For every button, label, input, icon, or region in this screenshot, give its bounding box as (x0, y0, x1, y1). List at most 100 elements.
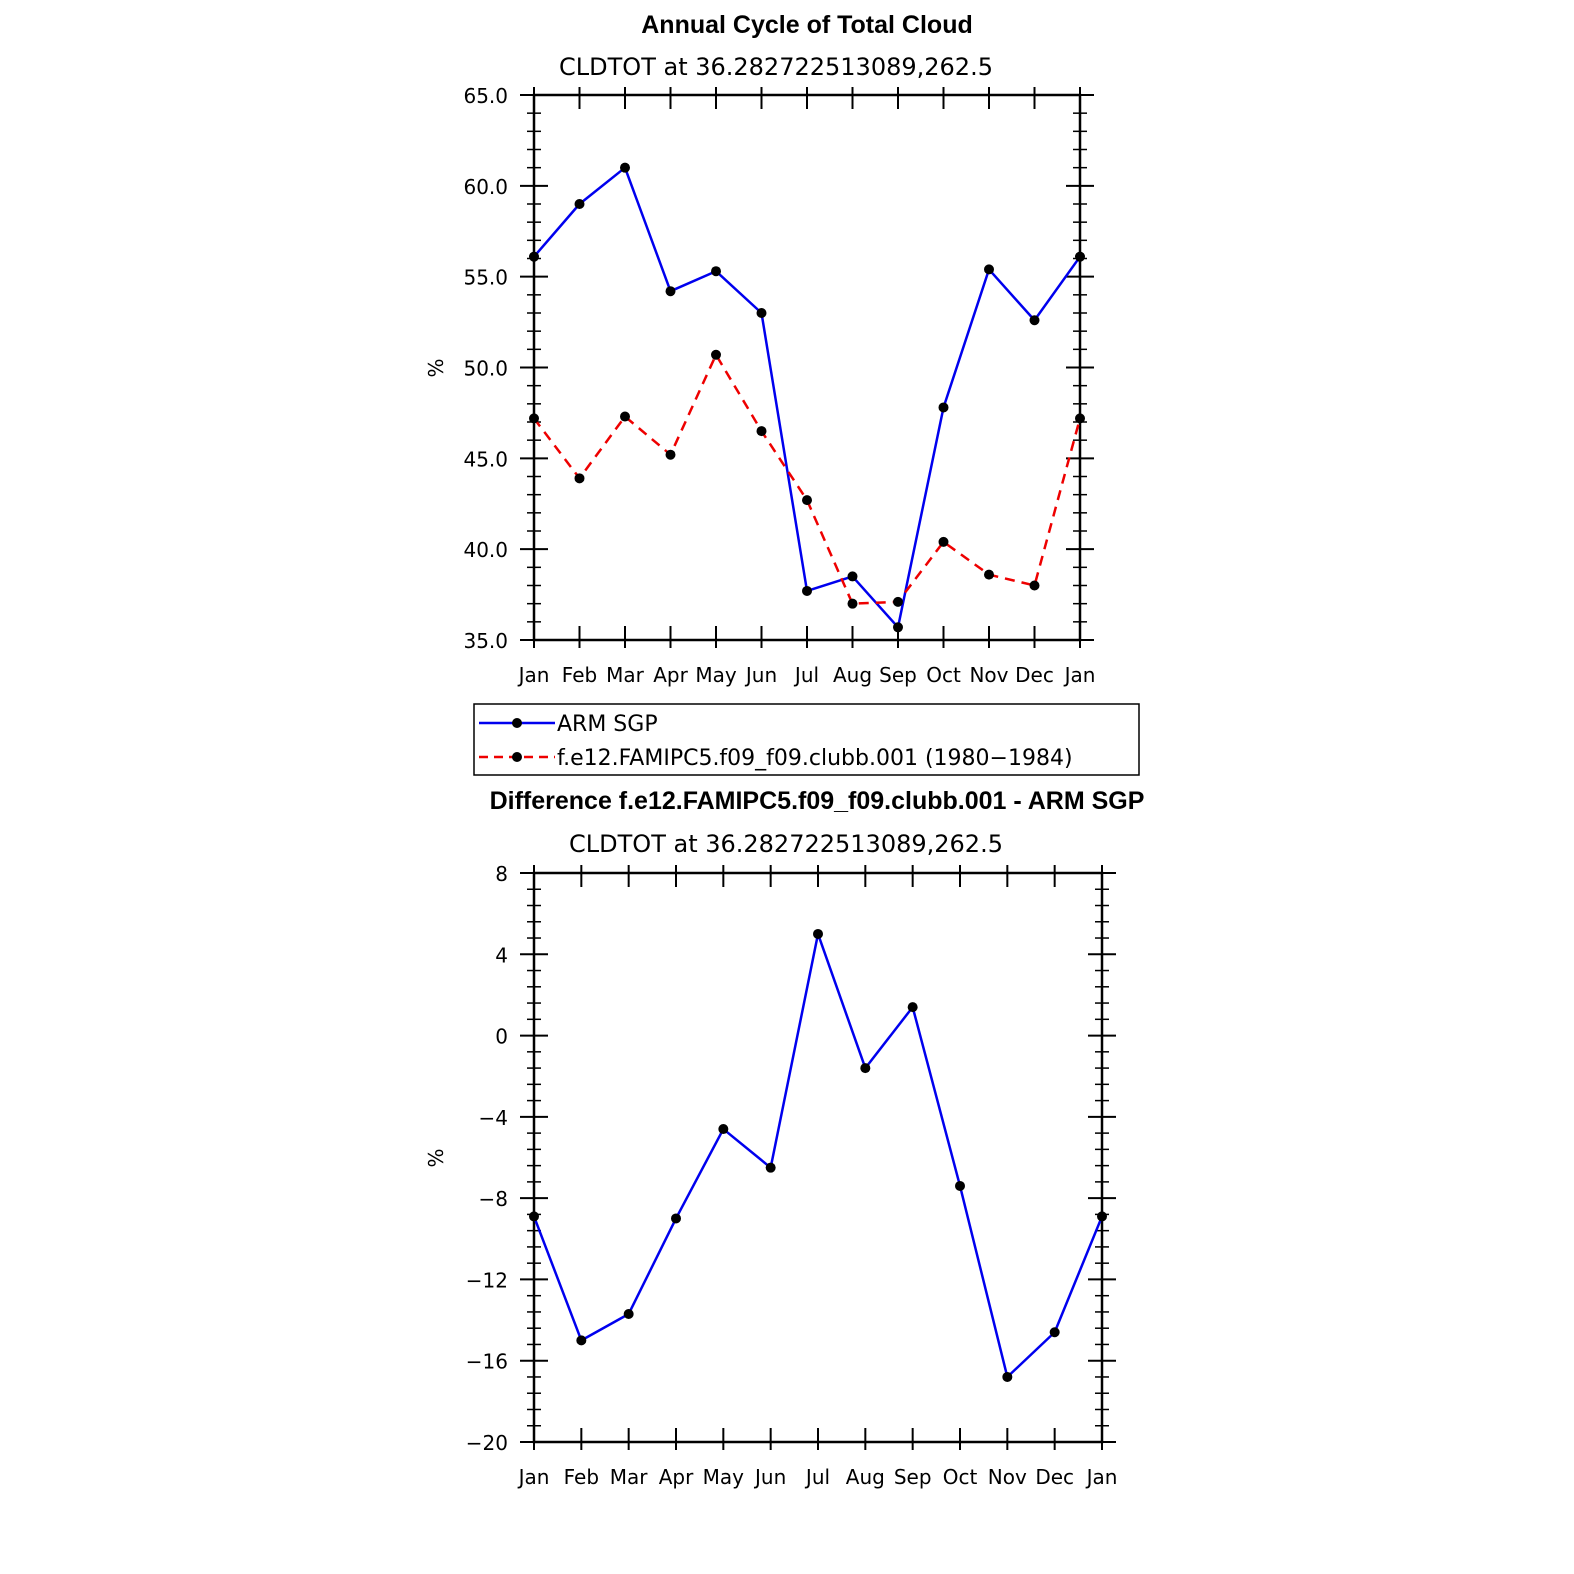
chart1-frame (532, 93, 1082, 642)
legend-marker-model (512, 752, 522, 762)
chart2-xtick-label: Jun (753, 1465, 786, 1489)
chart2-series-0-point (529, 1211, 539, 1222)
chart2-xtick-label: Dec (1035, 1465, 1074, 1489)
chart1-ytick-label: 45.0 (463, 447, 508, 471)
chart1-xtick-label: Sep (879, 663, 917, 687)
chart2-series-0-point (1002, 1371, 1013, 1382)
chart1-series-0-point (711, 266, 721, 277)
chart1-ytick-label: 35.0 (463, 629, 508, 653)
chart2-xtick-label: Mar (610, 1465, 649, 1489)
chart1-series-1-point (984, 569, 994, 580)
chart2-series-0-point (907, 1002, 918, 1013)
legend-label-arm: ARM SGP (557, 712, 658, 737)
chart2-series-0-point (1097, 1211, 1107, 1222)
legend-marker-arm (512, 718, 522, 728)
chart2-xtick-label: Jan (517, 1465, 550, 1489)
chart2-ytick-label: −8 (479, 1187, 508, 1211)
chart1-xtick-label: Nov (969, 663, 1008, 687)
chart2-series-0-point (671, 1213, 681, 1224)
chart1-series-0-point (984, 264, 994, 275)
chart1-series-1-point (574, 473, 585, 484)
chart1-xtick-label: Oct (926, 663, 961, 687)
chart1-series-0-point (1029, 315, 1040, 326)
chart2-xtick-label: Nov (988, 1465, 1027, 1489)
chart1-series-0-point (756, 308, 767, 318)
chart2-frame (532, 871, 1104, 1444)
chart2-xtick-label: Jul (804, 1465, 830, 1489)
chart2-ytick-label: 4 (495, 943, 508, 967)
chart1-series-0-point (574, 199, 585, 209)
chart1-series-1-point (1075, 413, 1085, 424)
chart2-ytick-label: −4 (479, 1106, 508, 1130)
legend-label-model: f.e12.FAMIPC5.f09_f09.clubb.001 (1980−19… (557, 746, 1073, 771)
chart1-series-0-point (938, 402, 949, 413)
chart1-series-0-point (847, 571, 858, 582)
chart1-series-1-point (756, 426, 767, 437)
chart2-series-0-point (576, 1335, 587, 1346)
chart1-ytick-label: 60.0 (463, 175, 508, 199)
chart1-series-0-point (529, 251, 539, 262)
chart1-series-0-point (802, 585, 812, 596)
chart2-ytick-label: 8 (495, 862, 508, 886)
chart1-xtick-label: Jan (517, 663, 550, 687)
chart1-series-0-line (533, 166, 1082, 629)
chart1-xtick-label: Mar (606, 663, 645, 687)
chart1-subtitle: CLDTOT at 36.282722513089,262.5 (559, 53, 993, 81)
chart1-legend: ARM SGP f.e12.FAMIPC5.f09_f09.clubb.001 … (473, 703, 1140, 776)
chart1-xtick-label: Apr (653, 663, 688, 687)
legend-box (473, 703, 1140, 776)
chart2-xtick-label: Apr (659, 1465, 694, 1489)
chart2-series-0-point (1049, 1327, 1060, 1338)
chart1-series-1-point (711, 349, 721, 360)
chart1-xtick-label: Feb (562, 663, 597, 687)
chart1-series-1-point (665, 449, 676, 460)
chart2-xtick-label: Feb (564, 1465, 599, 1489)
chart1-series-1-point (893, 596, 903, 607)
chart2-ytick-label: −12 (466, 1268, 508, 1292)
chart2-xtick-label: Jan (1085, 1465, 1118, 1489)
chart1-series-1-point (802, 495, 812, 506)
chart2-series-0-point (623, 1308, 634, 1319)
chart1-series-1-point (938, 536, 949, 547)
chart1-xtick-label: Dec (1015, 663, 1054, 687)
chart2-xtick-label: May (703, 1465, 745, 1489)
chart2-xtick-label: Aug (846, 1465, 885, 1489)
chart2-series-0-line (532, 932, 1104, 1379)
chart2-xtick-label: Sep (894, 1465, 932, 1489)
chart1-series-0-point (893, 622, 903, 633)
chart1-ytick-label: 55.0 (463, 266, 508, 290)
chart1-series-1-point (529, 413, 539, 424)
chart1-xtick-label: Jun (744, 663, 777, 687)
chart1-series-0-point (1075, 251, 1085, 262)
chart2-ytick-label: −16 (466, 1350, 508, 1374)
chart1-xtick-label: Jan (1063, 663, 1096, 687)
chart1-title: Annual Cycle of Total Cloud (641, 11, 972, 39)
chart2-ytick-label: 0 (495, 1025, 508, 1049)
chart1-ytick-label: 40.0 (463, 538, 508, 562)
chart2-xtick-label: Oct (943, 1465, 978, 1489)
chart2-series-0-point (813, 928, 823, 939)
chart1-series-1-point (1029, 580, 1040, 591)
chart2-title: Difference f.e12.FAMIPC5.f09_f09.clubb.0… (490, 787, 1145, 815)
chart1-series-0-point (620, 162, 630, 173)
chart1-ylabel: % (424, 358, 448, 377)
chart1-xtick-label: May (695, 663, 737, 687)
chart2-subtitle: CLDTOT at 36.282722513089,262.5 (569, 830, 1003, 858)
chart1-xtick-label: Jul (793, 663, 819, 687)
chart1-series-0-point (665, 286, 676, 297)
chart1-series-1-line (533, 353, 1082, 605)
chart1-series-1-point (620, 411, 630, 422)
chart1-plot: Jan Feb Mar Apr May Jun Jul Aug Sep Oct Nov Dec Jan 3… (463, 84, 1095, 687)
chart2-series-0-point (860, 1063, 871, 1074)
chart2-series-0-point (955, 1180, 965, 1191)
chart1-series-1-point (847, 598, 858, 609)
chart1-ytick-label: 65.0 (463, 84, 508, 108)
chart2-series-0-point (718, 1124, 729, 1135)
chart1-ytick-label: 50.0 (463, 357, 508, 381)
chart2-ylabel: % (424, 1148, 448, 1167)
chart2-ytick-label: −20 (466, 1431, 508, 1455)
chart2-series-0-point (765, 1162, 776, 1173)
chart2-plot: Jan Feb Mar Apr May Jun Jul Aug Sep Oct Nov Dec Jan−… (466, 862, 1118, 1489)
chart1-xtick-label: Aug (833, 663, 872, 687)
